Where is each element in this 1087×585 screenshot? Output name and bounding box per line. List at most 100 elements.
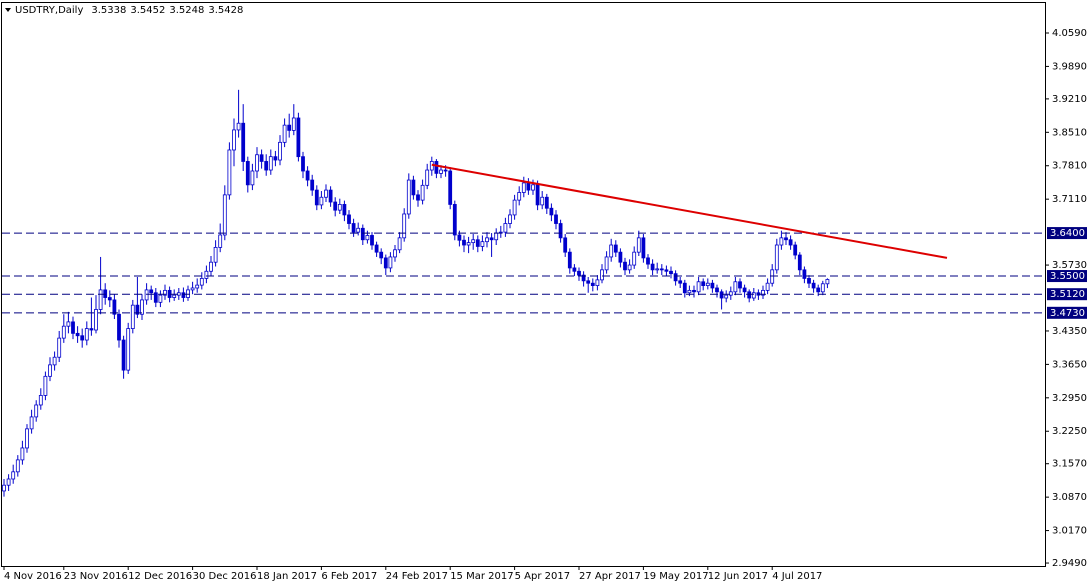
candle-body	[742, 287, 747, 293]
candle-body	[406, 179, 411, 215]
candle-body	[319, 196, 324, 206]
candle-body	[581, 274, 586, 282]
candle-body	[135, 304, 140, 315]
candle-body	[531, 184, 535, 191]
candle-body	[811, 282, 816, 289]
candle-body	[480, 241, 485, 247]
candle-body	[784, 237, 788, 241]
candle-body	[268, 156, 273, 171]
candle-body	[342, 204, 347, 216]
plot-frame	[1, 2, 1046, 567]
candle-body	[544, 196, 549, 209]
candle-body	[38, 395, 43, 406]
candle-body	[595, 279, 600, 286]
candle-body	[779, 237, 784, 246]
candle-body	[195, 284, 200, 289]
candle-body	[241, 122, 246, 162]
candle-body	[140, 299, 144, 315]
candle-body	[512, 199, 517, 216]
candle-body	[6, 478, 11, 486]
candle-body	[457, 234, 462, 241]
candle-body	[558, 223, 563, 239]
x-tick-label: 27 Apr 2017	[579, 571, 641, 582]
candle-body	[526, 182, 531, 191]
candle-body	[107, 297, 112, 301]
candle-body	[347, 214, 351, 224]
level-label-bg	[1047, 227, 1087, 240]
candle-body	[664, 269, 669, 272]
candle-body	[503, 223, 508, 233]
x-tick-label: 19 May 2017	[643, 571, 708, 582]
candle-body	[393, 249, 397, 258]
candle-body	[692, 289, 696, 293]
candle-body	[521, 182, 526, 193]
candle-body	[687, 289, 692, 294]
candle-body	[678, 280, 683, 284]
candle-body	[117, 313, 121, 341]
candle-body	[20, 447, 25, 461]
candle-body	[264, 161, 269, 171]
x-tick-label: 24 Feb 2017	[386, 571, 448, 582]
x-tick-label: 4 Nov 2016	[4, 571, 62, 582]
candle-body	[489, 237, 494, 241]
candle-body	[172, 294, 177, 298]
candle-body	[190, 287, 195, 291]
candle-body	[158, 294, 163, 303]
candle-body	[733, 281, 738, 293]
candle-body	[646, 257, 650, 265]
x-tick-label: 5 Apr 2017	[515, 571, 570, 582]
candle-body	[163, 289, 167, 296]
candle-body	[517, 192, 522, 201]
candle-body	[613, 244, 618, 253]
candle-body	[282, 124, 287, 143]
y-tick-label: 3.1570	[1052, 459, 1087, 470]
candle-body	[682, 282, 687, 294]
trend-line	[431, 163, 948, 259]
candle-body	[466, 242, 471, 246]
candle-body	[563, 237, 568, 253]
header-ohlc: 3.5338	[91, 5, 126, 16]
candle-body	[471, 239, 476, 244]
candle-body	[600, 269, 604, 281]
candle-body	[218, 234, 223, 248]
candle-body	[324, 189, 328, 198]
candle-body	[494, 232, 499, 241]
x-tick-label: 6 Feb 2017	[321, 571, 377, 582]
y-tick-label: 3.4350	[1052, 326, 1087, 337]
candle-body	[89, 328, 94, 331]
candle-body	[351, 223, 356, 233]
candle-body	[121, 339, 126, 371]
candle-body	[802, 269, 807, 279]
candle-body	[508, 214, 512, 224]
header-ohlc: 3.5452	[130, 5, 165, 16]
candle-body	[475, 239, 480, 247]
candle-body	[296, 117, 301, 158]
candle-body	[222, 194, 227, 236]
y-tick-label: 2.9490	[1052, 558, 1087, 569]
chart-title: USDTRY,Daily	[15, 5, 83, 16]
candle-body	[797, 254, 802, 271]
candle-body	[34, 404, 39, 418]
y-tick-label: 3.8510	[1052, 127, 1087, 138]
x-tick-label: 15 Mar 2017	[450, 571, 513, 582]
candle-body	[728, 291, 733, 296]
level-label: 3.6400	[1050, 228, 1085, 239]
candle-body	[94, 309, 98, 331]
candle-body	[149, 289, 154, 294]
candle-body	[448, 170, 453, 205]
y-tick-label: 3.5730	[1052, 260, 1087, 271]
y-tick-label: 3.9890	[1052, 61, 1087, 72]
candle-body	[540, 196, 545, 206]
candle-body	[52, 356, 57, 366]
candle-body	[278, 141, 282, 161]
candle-body	[641, 237, 646, 259]
candle-body	[15, 459, 20, 473]
level-label: 3.5500	[1050, 271, 1085, 282]
candle-body	[310, 179, 315, 191]
level-label: 3.5120	[1050, 289, 1085, 300]
candle-body	[314, 189, 319, 206]
candle-body	[227, 149, 232, 196]
candle-body	[627, 264, 632, 271]
candle-body	[80, 335, 85, 341]
candle-body	[820, 283, 825, 293]
